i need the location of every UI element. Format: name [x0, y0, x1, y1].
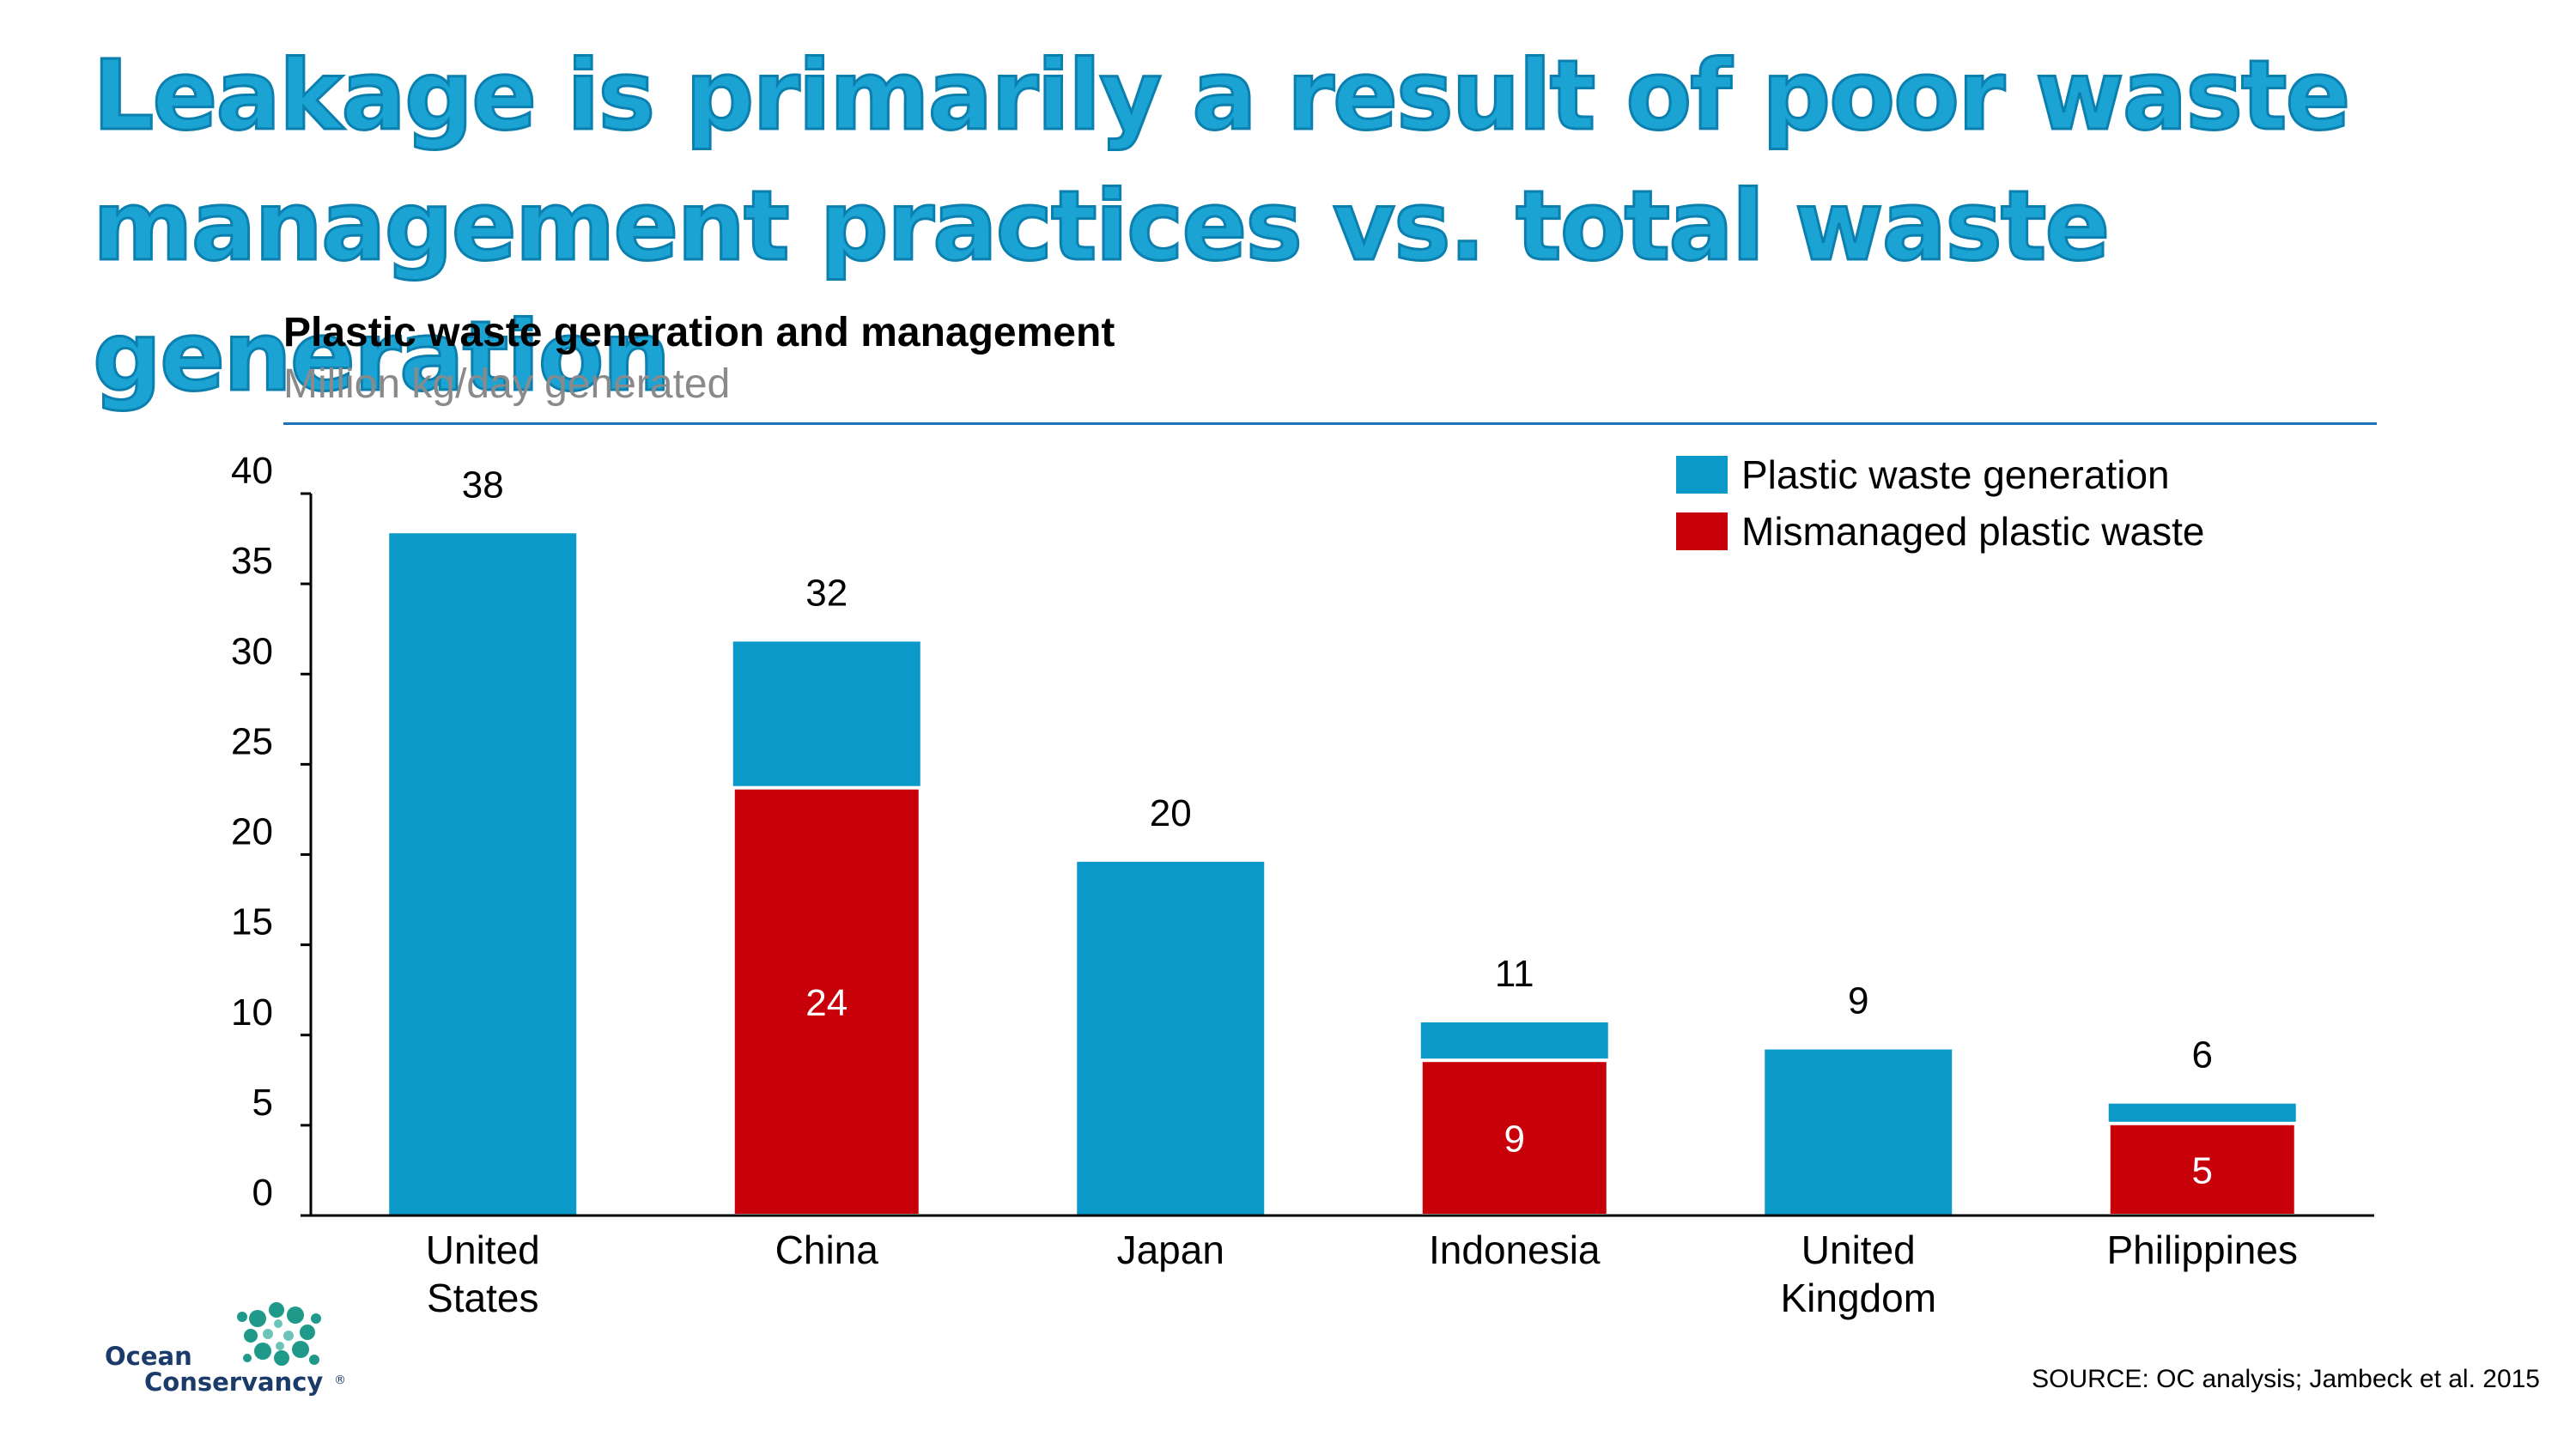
legend-label-generation: Plastic waste generation	[1741, 452, 2170, 497]
y-tick-label: 20	[231, 811, 273, 853]
source-note: SOURCE: OC analysis; Jambeck et al. 2015	[2032, 1365, 2540, 1393]
x-tick-label: Indonesia	[1429, 1228, 1601, 1272]
slide-title: Leakage is primarily a result of poor wa…	[92, 39, 2352, 415]
data-label-mismanaged: 5	[2192, 1149, 2213, 1191]
data-label-generation: 11	[1495, 953, 1534, 995]
logo-line1: Ocean	[105, 1342, 192, 1371]
bars-group	[389, 533, 2298, 1218]
legend-item-mismanaged: Mismanaged plastic waste	[1676, 503, 2204, 560]
legend-swatch-generation	[1676, 456, 1728, 494]
y-tick-label: 15	[231, 901, 273, 943]
legend-item-generation: Plastic waste generation	[1676, 446, 2204, 503]
logo-line2: Conservancy	[144, 1367, 324, 1397]
labels-group: 38UnitedStates3224China20Japan119Indones…	[231, 450, 2298, 1320]
x-tick-label: China	[775, 1228, 879, 1272]
legend: Plastic waste generation Mismanaged plas…	[1676, 446, 2204, 560]
bar-mismanaged	[731, 785, 922, 1218]
x-tick-label: United	[426, 1228, 540, 1272]
data-label-mismanaged: 24	[805, 982, 848, 1024]
header-rule	[283, 422, 2377, 425]
axes-group	[301, 492, 2374, 1217]
data-label-generation: 9	[1848, 980, 1868, 1022]
y-tick-label: 10	[231, 991, 273, 1034]
legend-label-mismanaged: Mismanaged plastic waste	[1741, 509, 2205, 554]
x-tick-label: Philippines	[2107, 1228, 2298, 1272]
y-tick-label: 0	[252, 1172, 273, 1214]
legend-swatch-mismanaged	[1676, 512, 1728, 550]
y-tick-label: 30	[231, 630, 273, 672]
y-tick-label: 25	[231, 720, 273, 762]
x-tick-label: States	[427, 1276, 538, 1320]
bar-generation	[1765, 1049, 1953, 1216]
data-label-generation: 32	[805, 572, 848, 614]
logo-registered-mark: ®	[334, 1373, 346, 1387]
data-label-mismanaged: 9	[1504, 1119, 1525, 1161]
y-tick-label: 35	[231, 540, 273, 582]
bar-mismanaged	[2106, 1121, 2298, 1217]
x-tick-label: Kingdom	[1780, 1276, 1936, 1320]
data-label-generation: 20	[1150, 792, 1192, 834]
x-tick-label: United	[1801, 1228, 1916, 1272]
data-label-generation: 38	[462, 464, 504, 506]
x-tick-label: Japan	[1117, 1228, 1224, 1272]
ocean-conservancy-logo: Ocean Conservancy ®	[105, 1284, 362, 1404]
bar-generation	[1077, 861, 1265, 1216]
logo-wave-icon	[237, 1302, 321, 1366]
chart-title: Plastic waste generation and management	[283, 310, 1115, 355]
y-tick-label: 5	[252, 1082, 273, 1124]
bar-generation	[389, 533, 577, 1216]
y-tick-label: 40	[231, 450, 273, 492]
chart-subtitle: Million kg/day generated	[283, 361, 731, 407]
bar-mismanaged	[1419, 1058, 1610, 1218]
data-label-generation: 6	[2192, 1034, 2213, 1076]
